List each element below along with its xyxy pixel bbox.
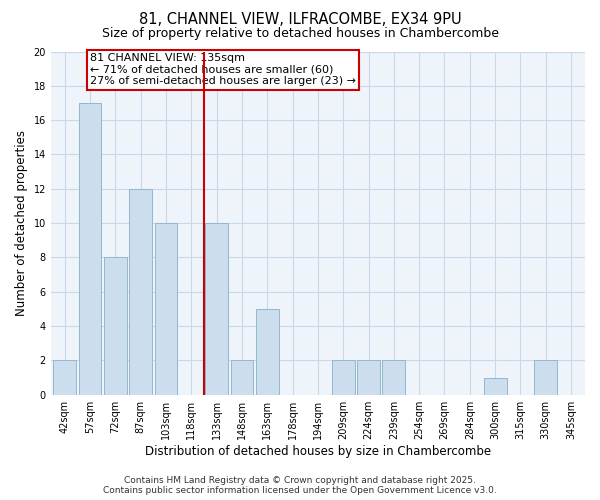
Bar (230, 360, 253, 394)
Text: 81 CHANNEL VIEW: 135sqm
← 71% of detached houses are smaller (60)
27% of semi-de: 81 CHANNEL VIEW: 135sqm ← 71% of detache… (90, 53, 356, 86)
Bar (104, 258, 127, 394)
Text: Size of property relative to detached houses in Chambercombe: Size of property relative to detached ho… (101, 28, 499, 40)
Bar (332, 360, 355, 394)
Bar (535, 360, 557, 394)
X-axis label: Distribution of detached houses by size in Chambercombe: Distribution of detached houses by size … (145, 444, 491, 458)
Y-axis label: Number of detached properties: Number of detached properties (15, 130, 28, 316)
Bar (79, 103, 101, 395)
Bar (357, 360, 380, 394)
Bar (205, 223, 228, 394)
Bar (129, 189, 152, 394)
Text: 81, CHANNEL VIEW, ILFRACOMBE, EX34 9PU: 81, CHANNEL VIEW, ILFRACOMBE, EX34 9PU (139, 12, 461, 28)
Bar (382, 360, 405, 394)
Bar (155, 223, 178, 394)
Text: Contains HM Land Registry data © Crown copyright and database right 2025.
Contai: Contains HM Land Registry data © Crown c… (103, 476, 497, 495)
Bar (484, 378, 506, 394)
Bar (53, 360, 76, 394)
Bar (256, 309, 278, 394)
